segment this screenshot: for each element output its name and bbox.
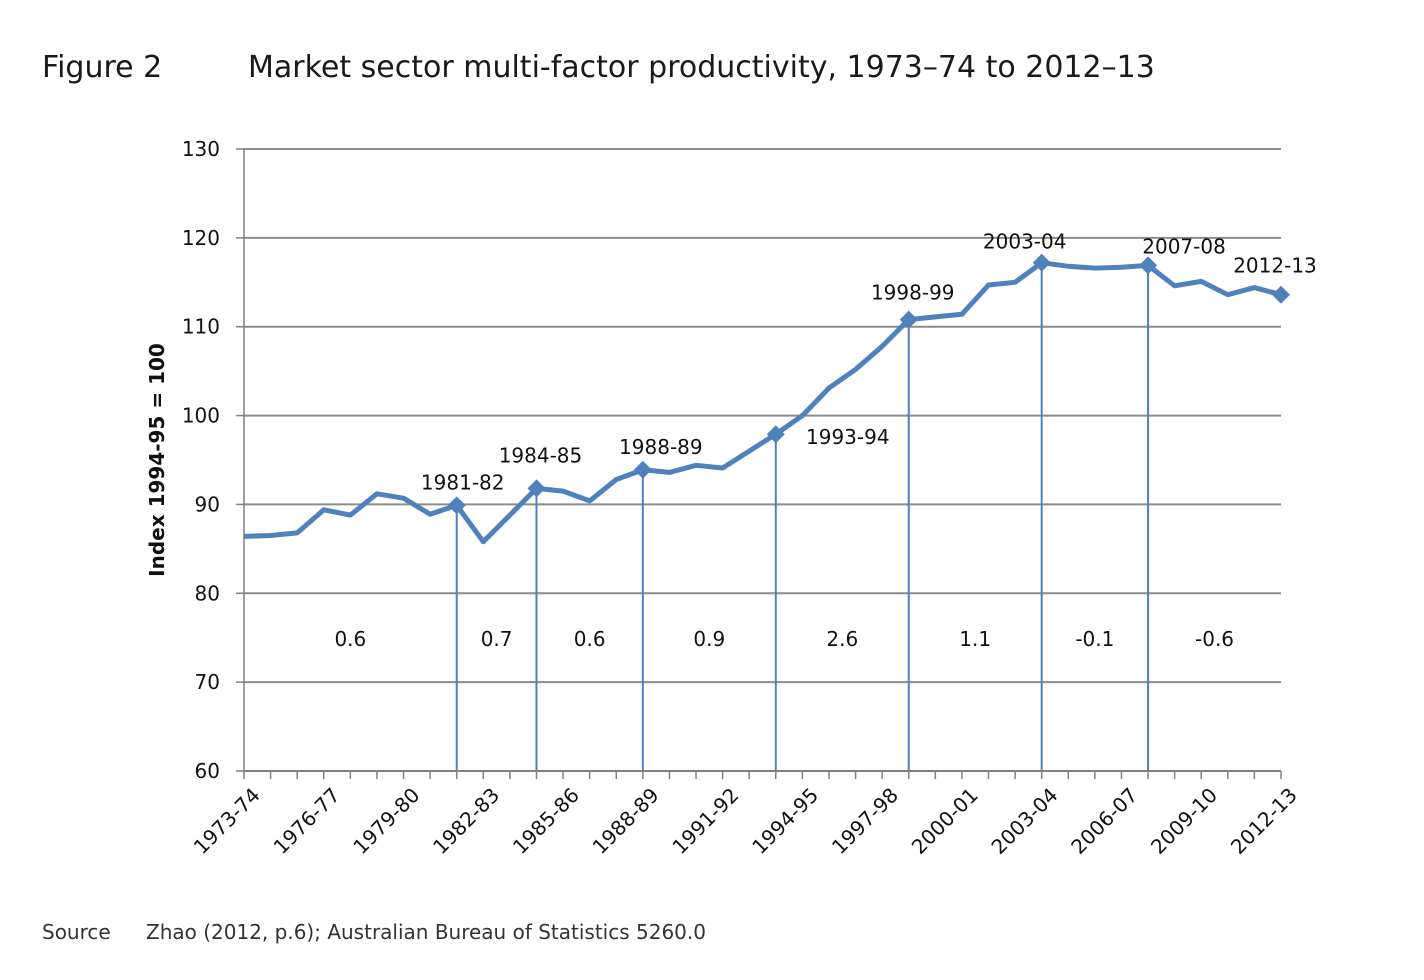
x-tick-label: 1982-83 [428, 783, 504, 859]
peak-label: 1988-89 [619, 435, 703, 459]
peak-label: 1981-82 [421, 470, 505, 494]
peak-label: 2003-04 [983, 230, 1067, 254]
x-tick-label: 2012-13 [1226, 783, 1302, 859]
gridlines [244, 148, 1281, 772]
peak-label: 1984-85 [499, 443, 583, 467]
peak-marker [527, 479, 546, 498]
cycle-dividers [455, 262, 1150, 771]
y-tick-label: 80 [195, 581, 220, 605]
source-text: Zhao (2012, p.6); Australian Bureau of S… [146, 920, 706, 944]
y-tick-label: 90 [195, 492, 220, 516]
peak-label: 2012-13 [1233, 254, 1317, 278]
peak-label: 2007-08 [1142, 234, 1226, 258]
cycle-growth-label: 0.6 [334, 627, 366, 651]
source-label: Source [42, 920, 111, 944]
x-tick-label: 2000-01 [907, 783, 983, 859]
y-tick-label: 70 [195, 670, 220, 694]
peak-marker [1139, 256, 1158, 275]
x-tick-label: 1997-98 [827, 783, 903, 859]
y-tick-label: 60 [195, 759, 220, 783]
x-tick-label: 1979-80 [348, 783, 424, 859]
axes: 60 70 80 90 100 110 120 130 1973-74 1976-77 1979-8… [145, 137, 1302, 859]
x-tick-label: 2003-04 [986, 783, 1062, 859]
x-tick-label: 1994-95 [747, 783, 823, 859]
annotations: 1981-82 1984-85 1988-89 1993-94 1998-99 2003-… [334, 230, 1316, 651]
peak-marker [899, 310, 918, 329]
figure-title: Market sector multi-factor productivity,… [248, 50, 1155, 85]
peak-label: 1993-94 [806, 425, 890, 449]
y-tick-label: 130 [182, 137, 220, 161]
cycle-growth-label: 0.6 [574, 627, 606, 651]
cycle-growth-label: -0.6 [1195, 627, 1234, 651]
peak-marker [766, 425, 785, 444]
cycle-growth-label: 0.7 [481, 627, 513, 651]
peak-marker [1272, 285, 1290, 304]
y-axis-title: Index 1994-95 = 100 [145, 343, 169, 577]
x-tick-label: 1973-74 [189, 783, 265, 859]
peak-marker [1032, 253, 1051, 272]
cycle-growth-label: -0.1 [1075, 627, 1114, 651]
y-tick-label: 110 [182, 315, 220, 339]
y-tick-label: 120 [182, 226, 220, 250]
y-tick-label: 100 [182, 404, 220, 428]
x-tick-label: 1991-92 [667, 783, 743, 859]
x-tick-label: 1976-77 [269, 783, 345, 859]
peak-marker [447, 496, 466, 515]
x-tick-label: 2006-07 [1066, 783, 1142, 859]
peak-label: 1998-99 [871, 281, 955, 305]
cycle-growth-label: 1.1 [959, 627, 991, 651]
figure-label: Figure 2 [42, 50, 163, 85]
x-tick-label: 2009-10 [1146, 783, 1222, 859]
x-tick-label: 1988-89 [588, 783, 664, 859]
series-line [243, 253, 1290, 545]
x-tick-label: 1985-86 [508, 783, 584, 859]
series-line-path [243, 260, 1282, 545]
cycle-growth-label: 0.9 [693, 627, 725, 651]
cycle-growth-label: 2.6 [826, 627, 858, 651]
peak-marker [633, 460, 652, 479]
